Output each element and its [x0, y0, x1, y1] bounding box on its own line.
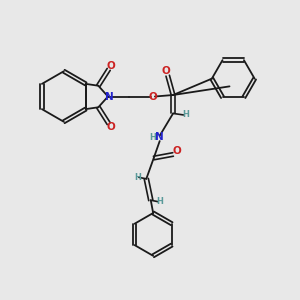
Text: O: O: [148, 92, 157, 101]
Text: O: O: [172, 146, 181, 157]
Text: H: H: [182, 110, 189, 119]
Text: H: H: [156, 197, 163, 206]
Text: N: N: [105, 92, 114, 101]
Text: O: O: [161, 66, 170, 76]
Text: O: O: [106, 61, 115, 71]
Text: H: H: [149, 133, 156, 142]
Text: O: O: [106, 122, 115, 132]
Text: H: H: [134, 173, 141, 182]
Text: N: N: [155, 132, 164, 142]
